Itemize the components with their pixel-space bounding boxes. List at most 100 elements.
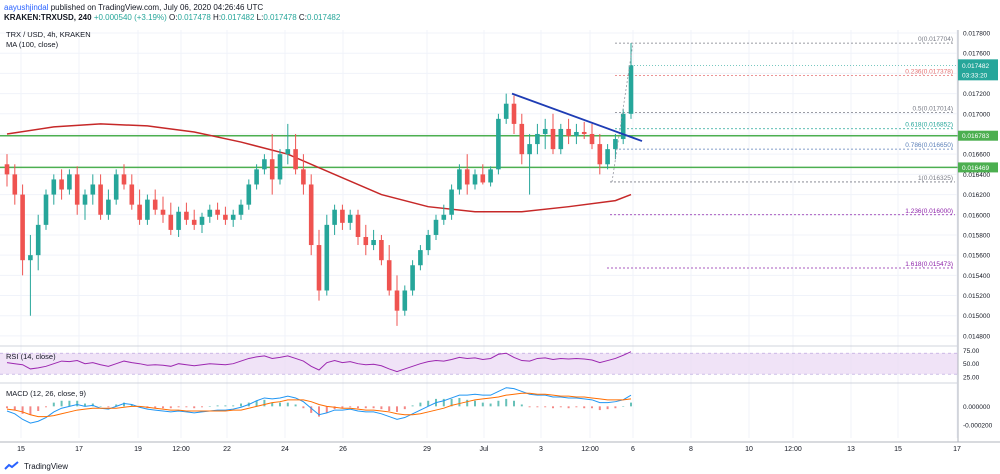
candlestick [35, 214, 41, 271]
macd-histogram-bar [286, 402, 289, 407]
y-tick-label: 0.016000 [963, 212, 990, 219]
candlestick [332, 204, 337, 235]
candle-body [425, 234, 431, 251]
candle-body [191, 219, 197, 225]
candle-body [535, 133, 540, 145]
macd-histogram-bar [271, 402, 274, 407]
candle-body [449, 189, 454, 215]
macd-histogram-bar [614, 406, 617, 409]
candle-body [152, 199, 158, 210]
macd-histogram-bar [606, 406, 609, 410]
fib-level-label: 0(0.017704) [918, 36, 953, 43]
candle-body [168, 214, 174, 230]
grid-lines [0, 30, 958, 438]
candlestick [449, 184, 454, 220]
candlestick [137, 189, 142, 225]
candle-body [558, 128, 564, 150]
candle-body [628, 65, 634, 114]
candlestick [285, 123, 291, 165]
candle-body [464, 169, 470, 185]
candle-body [51, 179, 57, 195]
candle-body [223, 214, 228, 220]
candle-body [488, 169, 493, 183]
candle-body [332, 209, 337, 225]
candlestick [496, 113, 501, 175]
candlestick [519, 113, 525, 165]
candle-body [269, 159, 275, 180]
candle-body [324, 224, 330, 291]
candle-body [496, 118, 501, 170]
trend-line[interactable] [511, 92, 643, 142]
bar-countdown-label: 03:33:20 [962, 72, 988, 79]
macd-histogram-bar [263, 399, 266, 407]
candle-body [308, 184, 314, 246]
publish-date: published on TradingView.com, July 06, 2… [50, 3, 264, 12]
macd-histogram-bar [419, 402, 422, 407]
candlestick [363, 224, 369, 256]
macd-histogram-bar [552, 406, 554, 409]
y-tick-label: 0.016200 [963, 192, 990, 199]
candle-body [418, 250, 423, 266]
macd-histogram-bar [224, 405, 227, 407]
candlestick [207, 204, 213, 223]
macd-histogram-bar [622, 406, 625, 407]
candle-body [550, 128, 556, 150]
candlestick [152, 189, 158, 215]
macd-histogram-bar [513, 400, 515, 407]
candlestick [527, 133, 532, 195]
macd-histogram-bar [567, 406, 570, 409]
tradingview-logo-icon [4, 461, 19, 470]
author-name[interactable]: aayushjindal [4, 3, 49, 12]
candlestick [28, 234, 33, 316]
candle-body [371, 240, 376, 246]
candlestick [418, 245, 423, 271]
macd-histogram-bar [489, 403, 492, 407]
x-tick-label: 22 [223, 446, 231, 453]
candlestick [308, 174, 314, 256]
x-tick-label: 13 [847, 446, 855, 453]
candlestick [230, 209, 236, 227]
candlestick [379, 234, 384, 266]
candle-body [394, 290, 400, 311]
candlestick [355, 209, 361, 246]
candle-body [207, 209, 213, 217]
price-axis-level-label: 0.016469 [962, 165, 989, 172]
price-axis-level-box [958, 162, 998, 173]
macd-histogram-bar [591, 406, 593, 409]
candlestick [121, 164, 127, 190]
rsi-line [6, 351, 632, 373]
macd-histogram-bar [630, 402, 632, 407]
fib-level-label: 1.236(0.016000) [905, 208, 953, 215]
macd-histogram-bar [240, 403, 242, 407]
tradingview-brand[interactable]: TradingView [4, 459, 68, 473]
candle-body [519, 123, 525, 155]
moving-average [6, 123, 632, 213]
x-tick-label: 10 [745, 446, 753, 453]
candlestick [293, 133, 298, 175]
fibonacci-levels: 0(0.017704) 0.236(0.017378) 0.5(0.017014) 0… [607, 36, 955, 269]
macd-histogram-bar [107, 406, 110, 408]
candle-body [254, 169, 259, 185]
fib-level-label: 0.786(0.016650) [905, 142, 953, 149]
y-tick-label: 0.015400 [963, 273, 990, 280]
candlestick [480, 164, 486, 185]
candlestick [67, 169, 72, 195]
y-tick-label: 0.017600 [963, 51, 990, 58]
macd-histogram-bar [279, 402, 281, 407]
candle-body [527, 144, 532, 155]
macd-histogram-bar [442, 398, 445, 407]
y-tick-label: 0.017800 [963, 31, 990, 38]
candlestick [168, 202, 174, 235]
fib-anchor-line [611, 43, 634, 183]
macd-histogram-bar [349, 406, 352, 408]
macd-histogram-bar [232, 405, 235, 407]
candle-body [503, 103, 509, 119]
candlestick [324, 214, 330, 296]
macd-histogram-bar [380, 406, 383, 410]
macd-histogram-bar [52, 402, 55, 407]
high-value: 0.017482 [221, 13, 255, 22]
rsi-legend: RSI (14, close) [6, 352, 56, 361]
candlestick [20, 184, 25, 276]
rsi-pane [0, 351, 958, 375]
price-chart[interactable]: 0(0.017704) 0.236(0.017378) 0.5(0.017014) 0… [0, 30, 1000, 458]
